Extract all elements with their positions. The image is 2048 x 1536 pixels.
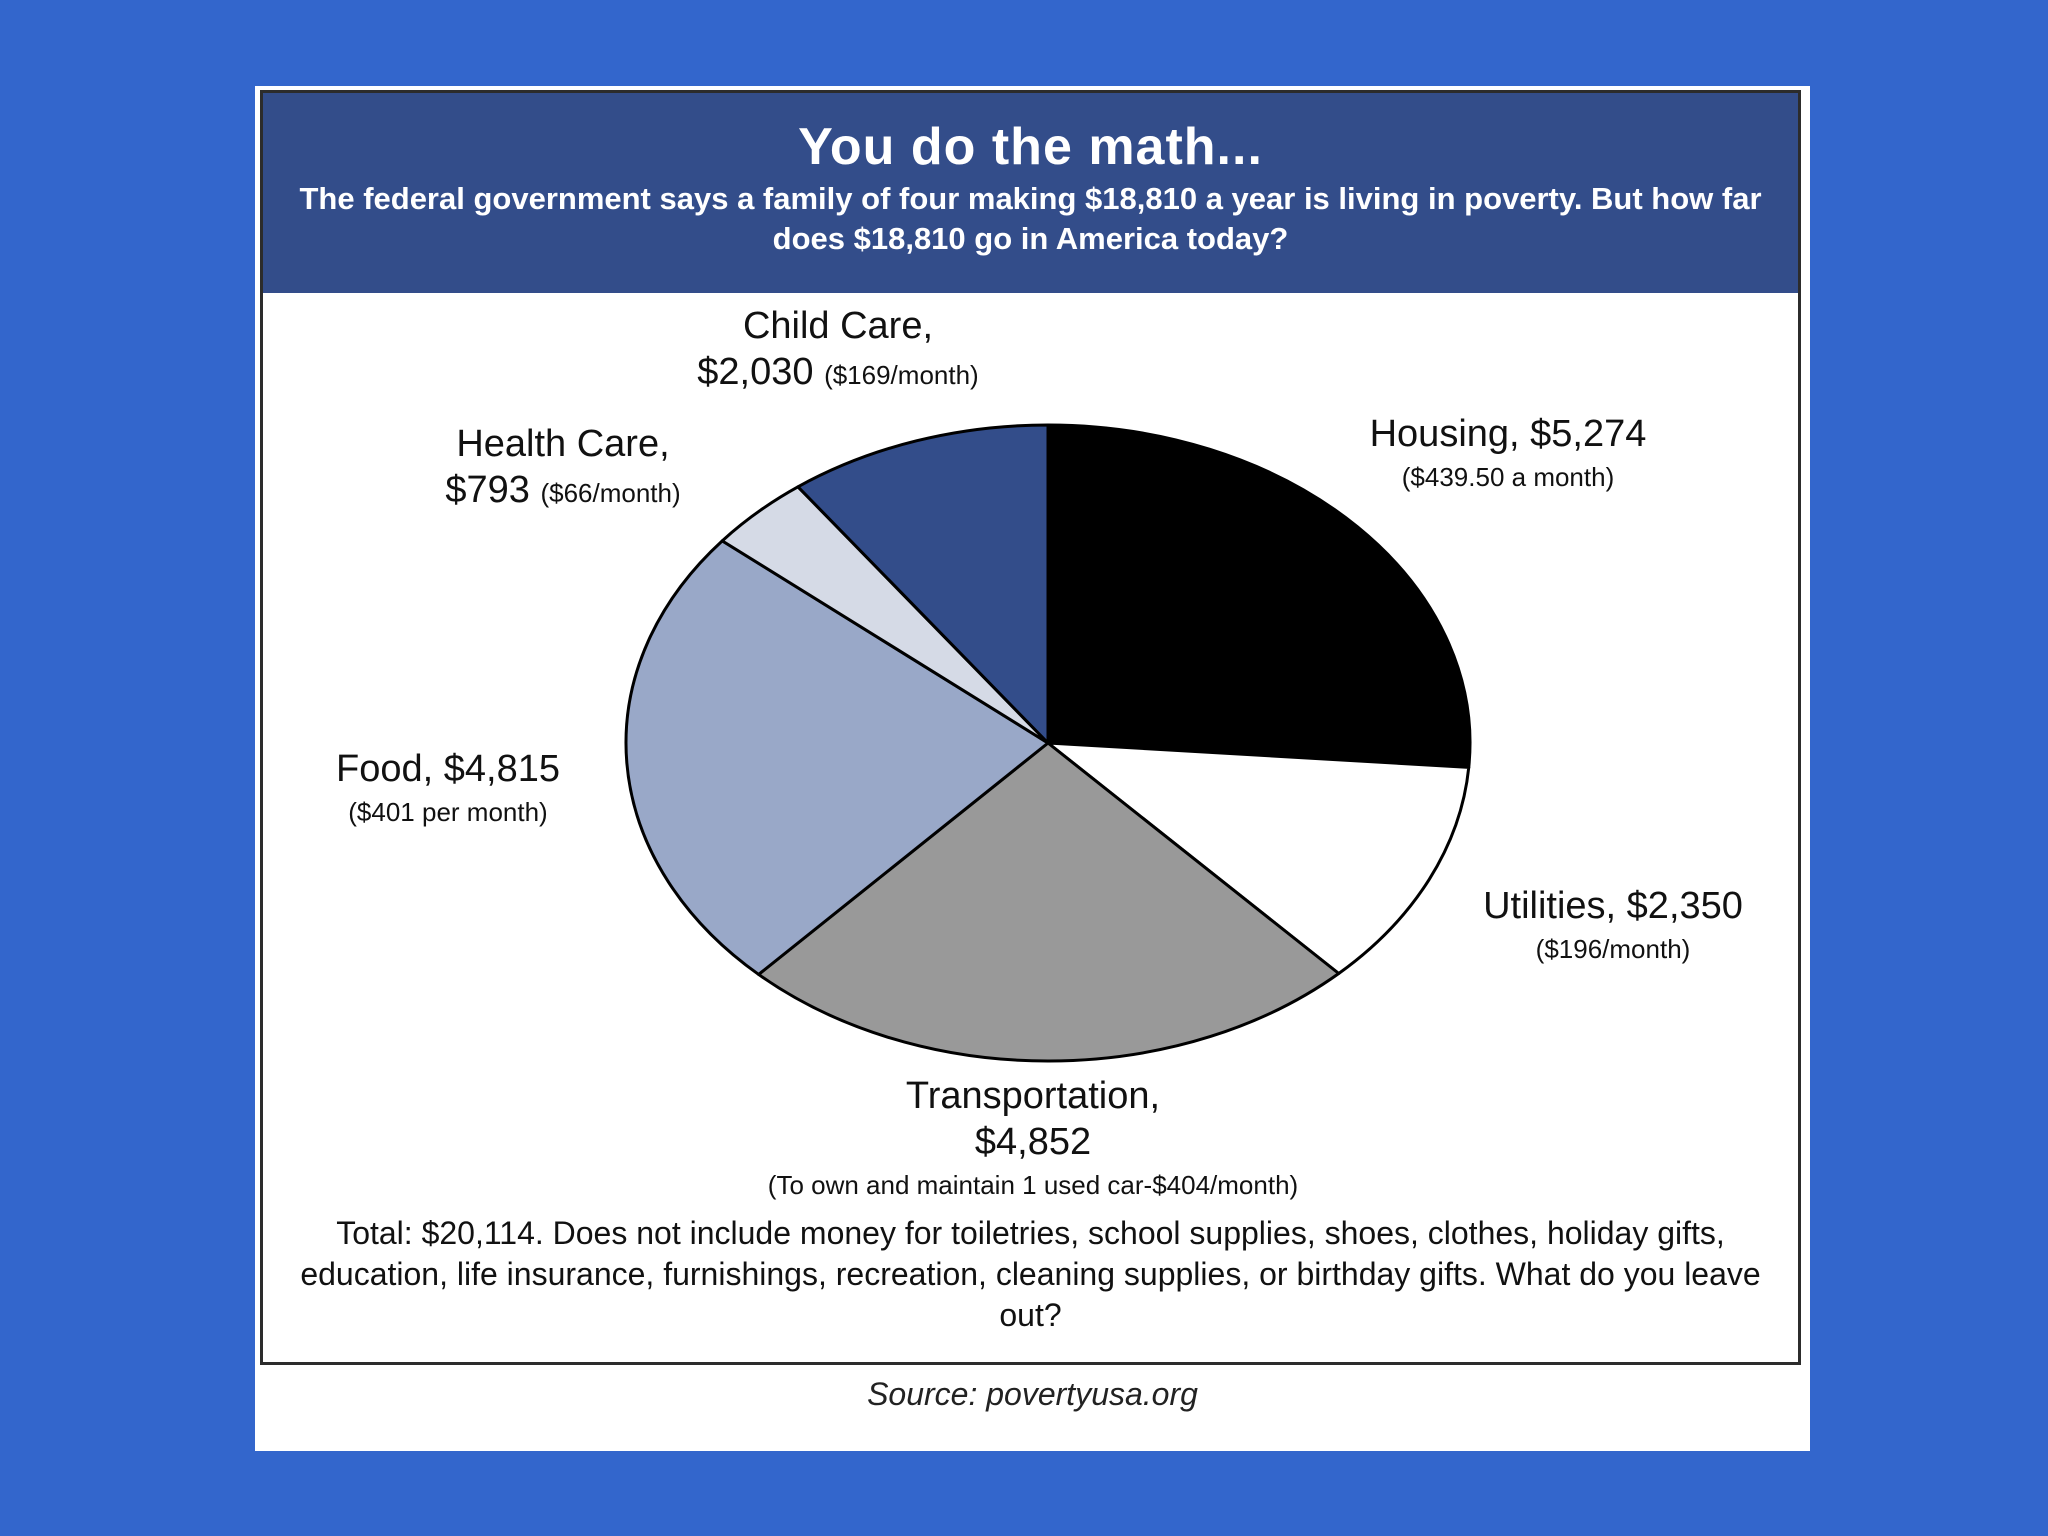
label-utilities-title: Utilities, $2,350 bbox=[1483, 885, 1743, 927]
label-transportation-detail: (To own and maintain 1 used car-$404/mon… bbox=[767, 1170, 1299, 1200]
pie-chart bbox=[624, 423, 1472, 1063]
label-child-care-detail: ($169/month) bbox=[824, 360, 979, 390]
pie-slice-utilities bbox=[1046, 741, 1471, 975]
label-health-care-detail: ($66/month) bbox=[540, 478, 681, 508]
source-citation: Source: povertyusa.org bbox=[867, 1376, 1198, 1412]
label-child-care-title: Child Care, bbox=[742, 305, 934, 347]
footer-note: Total: $20,114. Does not include money f… bbox=[300, 1215, 1761, 1333]
label-transportation-title: Transportation, bbox=[905, 1075, 1161, 1117]
infographic-card: You do the math... The federal governmen… bbox=[255, 86, 1810, 1451]
label-utilities: Utilities, $2,350 ($196/month) bbox=[1433, 883, 1793, 969]
pie-slice-transportation bbox=[757, 741, 1341, 1063]
label-transportation: Transportation, $4,852 (To own and maint… bbox=[633, 1073, 1433, 1205]
label-child-care-amount: $2,030 bbox=[697, 351, 814, 393]
chart-title: You do the math... bbox=[798, 118, 1263, 176]
label-food-title: Food, $4,815 bbox=[336, 748, 560, 790]
label-food: Food, $4,815 ($401 per month) bbox=[298, 746, 598, 832]
infographic-frame: You do the math... The federal governmen… bbox=[260, 90, 1801, 1365]
label-housing: Housing, $5,274 ($439.50 a month) bbox=[1323, 411, 1693, 497]
label-transportation-amount: $4,852 bbox=[974, 1121, 1092, 1163]
label-food-detail: ($401 per month) bbox=[348, 797, 548, 827]
label-health-care: Health Care, $793 ($66/month) bbox=[398, 421, 728, 516]
pie-slice-housing bbox=[1046, 423, 1472, 769]
pie-slice-food bbox=[624, 539, 1050, 976]
label-health-care-amount: $793 bbox=[445, 469, 530, 511]
chart-subtitle: The federal government says a family of … bbox=[299, 181, 1762, 256]
label-health-care-title: Health Care, bbox=[456, 423, 670, 465]
pie-slice-child-care bbox=[796, 423, 1050, 745]
label-utilities-detail: ($196/month) bbox=[1535, 934, 1691, 964]
label-child-care: Child Care, $2,030 ($169/month) bbox=[688, 303, 988, 398]
header-banner: You do the math... The federal governmen… bbox=[263, 93, 1798, 293]
label-housing-title: Housing, $5,274 bbox=[1369, 413, 1647, 455]
label-housing-detail: ($439.50 a month) bbox=[1401, 462, 1615, 492]
